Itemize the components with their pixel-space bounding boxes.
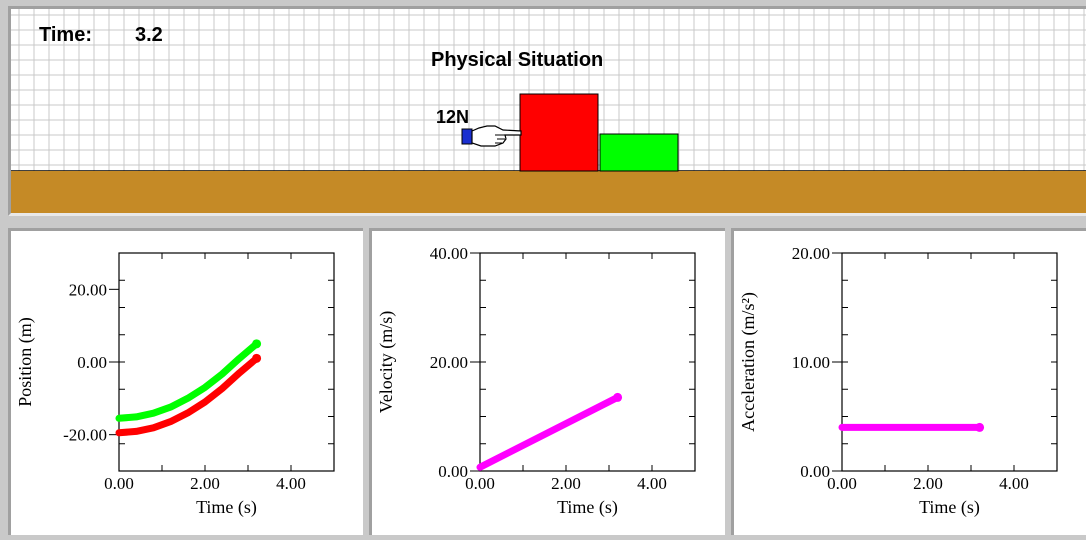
- y-tick-label: 20.00: [792, 244, 830, 263]
- ground: [11, 171, 1086, 213]
- series-end-marker: [613, 392, 623, 402]
- velocity-graph: 0.00 2.00 4.00 40.00 20.00 0.00 Time (s) Veloci…: [376, 244, 696, 518]
- x-tick-label: 2.00: [913, 474, 943, 493]
- series-end-marker: [975, 422, 985, 432]
- y-tick-label: 0.00: [77, 353, 107, 372]
- series-line: [115, 340, 261, 422]
- x-tick-label: 4.00: [999, 474, 1029, 493]
- y-tick-label: 0.00: [438, 462, 468, 481]
- plot-frame: [841, 252, 1058, 472]
- series-line: [476, 393, 622, 471]
- physical-situation-panel: 12N Physical Situation Time: 3.2: [8, 6, 1086, 216]
- y-axis-label: Velocity (m/s): [376, 311, 397, 413]
- y-tick-label: 20.00: [69, 280, 107, 299]
- x-axis-label: Time (s): [196, 497, 257, 518]
- plot-frame: [118, 252, 335, 472]
- time-value: 3.2: [135, 24, 163, 46]
- time-label: Time:: [39, 24, 92, 46]
- series-line: [115, 354, 261, 437]
- plot-frame: [479, 252, 696, 472]
- push-handle[interactable]: [461, 128, 473, 145]
- x-tick-label: 2.00: [551, 474, 581, 493]
- simulation-canvas: 12N Physical Situation Time: 3.2: [11, 9, 1086, 213]
- y-tick-label: 10.00: [792, 353, 830, 372]
- acceleration-graph-panel: 0.00 2.00 4.00 20.00 10.00 0.00 Time (s) Accele…: [731, 228, 1086, 535]
- y-tick-label: 0.00: [800, 462, 830, 481]
- x-tick-label: 4.00: [276, 474, 306, 493]
- pointing-hand-icon[interactable]: [471, 125, 522, 147]
- y-axis-label: Acceleration (m/s²): [738, 292, 759, 432]
- position-graph-panel: 0.00 2.00 4.00 20.00 0.00 -20.00 Time (s) Posit…: [8, 228, 363, 535]
- x-tick-label: 4.00: [637, 474, 667, 493]
- simulation-title: Physical Situation: [431, 49, 603, 71]
- block-red[interactable]: [519, 93, 599, 172]
- velocity-graph-panel: 0.00 2.00 4.00 40.00 20.00 0.00 Time (s) Veloci…: [369, 228, 725, 535]
- position-graph: 0.00 2.00 4.00 20.00 0.00 -20.00 Time (s) Posit…: [15, 252, 335, 518]
- series-end-marker: [252, 353, 262, 363]
- y-tick-label: 40.00: [430, 244, 468, 263]
- block-green[interactable]: [599, 133, 679, 172]
- x-tick-label: 2.00: [190, 474, 220, 493]
- x-tick-label: 0.00: [827, 474, 857, 493]
- x-axis-label: Time (s): [557, 497, 618, 518]
- force-label: 12N: [436, 107, 469, 127]
- series-end-marker: [252, 339, 262, 349]
- x-tick-label: 0.00: [104, 474, 134, 493]
- x-axis-label: Time (s): [919, 497, 980, 518]
- y-axis-label: Position (m): [15, 317, 36, 407]
- acceleration-graph: 0.00 2.00 4.00 20.00 10.00 0.00 Time (s) Accele…: [738, 244, 1058, 518]
- y-tick-label: 20.00: [430, 353, 468, 372]
- x-tick-label: 0.00: [465, 474, 495, 493]
- y-tick-label: -20.00: [63, 426, 107, 445]
